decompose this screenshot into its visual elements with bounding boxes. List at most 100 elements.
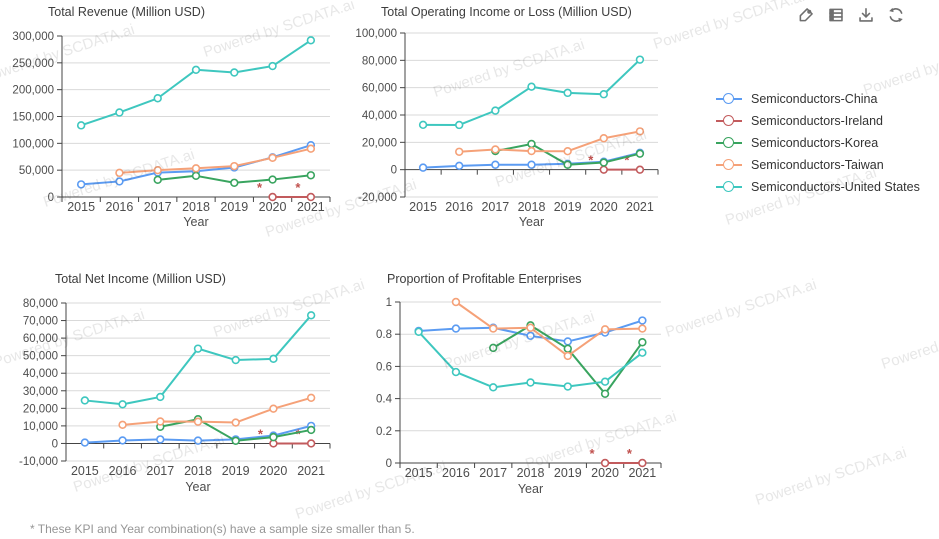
data-point[interactable] [638, 324, 647, 333]
data-point[interactable] [230, 161, 239, 171]
data-point[interactable] [451, 324, 461, 333]
data-point[interactable] [306, 171, 316, 180]
data-point[interactable] [306, 425, 316, 435]
data-point[interactable] [230, 68, 239, 77]
data-point[interactable] [563, 160, 572, 169]
data-point[interactable] [635, 55, 645, 64]
data-point[interactable] [230, 178, 239, 187]
data-point[interactable] [191, 65, 201, 75]
data-point[interactable] [489, 343, 498, 353]
data-point[interactable] [527, 82, 536, 91]
data-point[interactable] [455, 120, 464, 130]
data-point[interactable] [563, 337, 572, 346]
data-point[interactable] [635, 127, 645, 136]
data-point[interactable] [600, 377, 610, 386]
data-point[interactable] [306, 393, 316, 402]
data-point[interactable] [600, 325, 610, 334]
legend-item-united-states[interactable]: Semiconductors-United States [716, 176, 920, 198]
data-point[interactable] [638, 316, 647, 325]
data-point[interactable] [191, 171, 201, 181]
data-point[interactable] [268, 153, 277, 163]
data-point[interactable] [418, 120, 428, 130]
legend-item-taiwan[interactable]: Semiconductors-Taiwan [716, 154, 920, 176]
data-point[interactable] [76, 180, 86, 189]
data-point[interactable] [600, 458, 610, 468]
data-point[interactable] [526, 378, 535, 387]
chart-total-revenue[interactable]: 0 50,000 100,000 150,000 200,000 250,000 300,0… [12, 31, 331, 214]
data-point[interactable] [269, 404, 278, 413]
chart-operating-income[interactable]: -20,000 0 20,000 40,000 60,000 80,000 100,000 2… [355, 28, 659, 214]
data-point[interactable] [306, 144, 316, 153]
data-point[interactable] [489, 383, 498, 392]
data-point[interactable] [455, 147, 464, 156]
data-point[interactable] [80, 438, 90, 447]
download-icon[interactable] [857, 6, 875, 24]
data-point[interactable] [156, 417, 165, 426]
data-point[interactable] [599, 90, 608, 99]
data-point[interactable] [563, 351, 572, 361]
data-point[interactable] [599, 158, 608, 167]
data-point[interactable] [527, 139, 536, 149]
chart-profitable-proportion[interactable]: 0 0.2 0.4 0.6 0.8 1 2015 2016 2017 2018 2019 2020 20… [376, 297, 662, 480]
data-point[interactable] [115, 177, 124, 186]
data-point[interactable] [268, 192, 277, 202]
data-point[interactable] [638, 348, 647, 357]
data-point[interactable] [193, 436, 203, 445]
data-point[interactable] [563, 344, 572, 353]
legend-item-china[interactable]: Semiconductors-China [716, 88, 920, 110]
data-point[interactable] [491, 160, 500, 169]
data-point[interactable] [306, 36, 316, 45]
data-point[interactable] [563, 147, 572, 156]
data-point[interactable] [635, 149, 645, 158]
chart-net-income[interactable]: -10,000 0 10,000 20,000 30,000 40,000 50,000 60… [19, 298, 331, 478]
data-point[interactable] [115, 108, 124, 117]
data-point[interactable] [191, 164, 201, 173]
data-point[interactable] [491, 145, 500, 154]
data-point[interactable] [153, 165, 162, 175]
data-view-icon[interactable] [827, 6, 845, 24]
data-point[interactable] [489, 324, 498, 333]
data-point[interactable] [600, 389, 610, 398]
data-point[interactable] [231, 418, 240, 427]
tag-icon[interactable] [797, 6, 815, 24]
data-point[interactable] [153, 175, 162, 185]
data-point[interactable] [268, 61, 277, 71]
data-point[interactable] [599, 165, 608, 174]
data-point[interactable] [268, 175, 277, 184]
data-point[interactable] [269, 354, 278, 364]
data-point[interactable] [269, 432, 278, 442]
data-point[interactable] [526, 323, 535, 332]
data-point[interactable] [156, 435, 165, 444]
data-point[interactable] [193, 417, 203, 426]
data-point[interactable] [414, 327, 423, 336]
data-point[interactable] [638, 458, 647, 468]
refresh-icon[interactable] [887, 6, 905, 24]
data-point[interactable] [306, 311, 316, 320]
data-point[interactable] [563, 88, 572, 98]
data-point[interactable] [599, 134, 608, 143]
data-point[interactable] [526, 331, 535, 341]
data-point[interactable] [638, 338, 647, 347]
data-point[interactable] [527, 146, 536, 156]
legend-item-ireland[interactable]: Semiconductors-Ireland [716, 110, 920, 132]
data-point[interactable] [118, 400, 127, 409]
data-point[interactable] [118, 436, 127, 445]
data-point[interactable] [451, 367, 461, 377]
data-point[interactable] [563, 382, 572, 391]
data-point[interactable] [306, 439, 316, 448]
legend-item-korea[interactable]: Semiconductors-Korea [716, 132, 920, 154]
data-point[interactable] [455, 161, 464, 171]
data-point[interactable] [118, 420, 127, 430]
data-point[interactable] [635, 165, 645, 174]
data-point[interactable] [231, 436, 240, 446]
data-point[interactable] [231, 355, 240, 365]
data-point[interactable] [491, 106, 500, 115]
data-point[interactable] [76, 121, 86, 130]
data-point[interactable] [306, 192, 316, 202]
data-point[interactable] [418, 163, 428, 172]
data-point[interactable] [451, 297, 461, 307]
data-point[interactable] [193, 344, 203, 353]
data-point[interactable] [153, 94, 162, 103]
data-point[interactable] [115, 168, 124, 178]
data-point[interactable] [156, 392, 165, 402]
